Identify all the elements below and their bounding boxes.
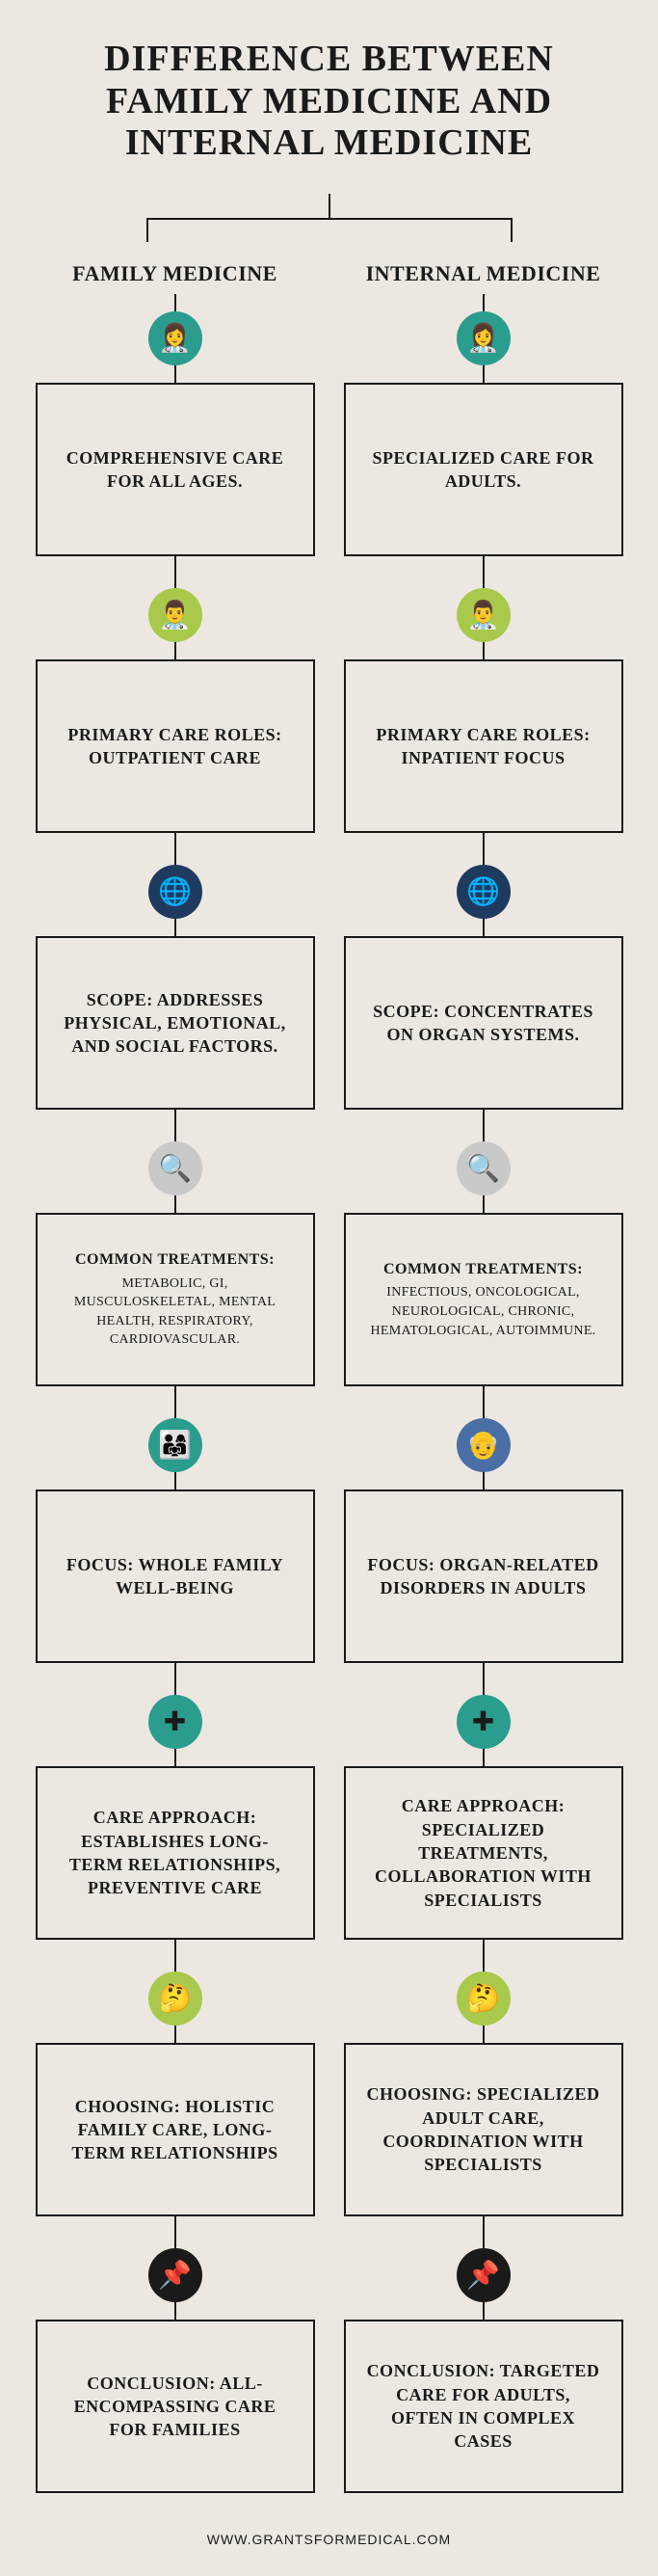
comparison-box: CHOOSING: SPECIALIZED ADULT CARE, COORDI… xyxy=(344,2043,623,2216)
row-icon: 📌 xyxy=(457,2248,511,2302)
connector xyxy=(174,1747,176,1766)
comparison-box: PRIMARY CARE ROLES: OUTPATIENT CARE xyxy=(36,659,315,833)
comparison-box: COMPREHENSIVE CARE FOR ALL AGES. xyxy=(36,383,315,556)
connector xyxy=(483,1110,485,1143)
box-label: CHOOSING: SPECIALIZED ADULT CARE, COORDI… xyxy=(363,2082,604,2176)
box-label: SPECIALIZED CARE FOR ADULTS. xyxy=(363,446,604,494)
connector xyxy=(483,2300,485,2320)
box-label: CONCLUSION: ALL-ENCOMPASSING CARE FOR FA… xyxy=(55,2372,296,2442)
connector xyxy=(483,363,485,383)
connector xyxy=(174,2216,176,2250)
comparison-box: SCOPE: ADDRESSES PHYSICAL, EMOTIONAL, AN… xyxy=(36,936,315,1110)
box-label: FOCUS: ORGAN-RELATED DISORDERS IN ADULTS xyxy=(363,1553,604,1600)
box-label: CONCLUSION: TARGETED CARE FOR ADULTS, OF… xyxy=(363,2359,604,2453)
connector xyxy=(174,917,176,936)
comparison-columns: FAMILY MEDICINE 👩‍⚕️ COMPREHENSIVE CARE F… xyxy=(29,261,629,2493)
column-internal-medicine: INTERNAL MEDICINE 👩‍⚕️ SPECIALIZED CARE F… xyxy=(344,261,623,2493)
comparison-box: FOCUS: WHOLE FAMILY WELL-BEING xyxy=(36,1489,315,1663)
row-icon: 🔍 xyxy=(148,1141,202,1195)
box-label: CARE APPROACH: ESTABLISHES LONG-TERM REL… xyxy=(55,1806,296,1899)
comparison-box: COMMON TREATMENTS: METABOLIC, GI, MUSCULO… xyxy=(36,1213,315,1386)
connector xyxy=(483,294,485,313)
comparison-box: FOCUS: ORGAN-RELATED DISORDERS IN ADULTS xyxy=(344,1489,623,1663)
row-icon: 🌐 xyxy=(457,865,511,919)
connector xyxy=(483,640,485,659)
comparison-box: COMMON TREATMENTS: INFECTIOUS, ONCOLOGICA… xyxy=(344,1213,623,1386)
connector xyxy=(483,1470,485,1489)
row-icon: 👩‍⚕️ xyxy=(148,311,202,365)
row-icon: ✚ xyxy=(457,1695,511,1749)
box-detail: METABOLIC, GI, MUSCULOSKELETAL, MENTAL H… xyxy=(55,1275,296,1350)
connector xyxy=(174,640,176,659)
column-header-left: FAMILY MEDICINE xyxy=(72,261,277,286)
box-label: CARE APPROACH: SPECIALIZED TREATMENTS, C… xyxy=(363,1794,604,1911)
connector xyxy=(483,556,485,590)
connector xyxy=(174,1386,176,1420)
connector xyxy=(174,2024,176,2043)
box-label: COMMON TREATMENTS: xyxy=(75,1249,275,1271)
row-icon: 👨‍👩‍👧 xyxy=(148,1418,202,1472)
column-header-right: INTERNAL MEDICINE xyxy=(366,261,601,286)
footer-url: WWW.GRANTSFORMEDICAL.COM xyxy=(29,2532,629,2547)
row-icon: 🔍 xyxy=(457,1141,511,1195)
connector xyxy=(483,1663,485,1697)
row-icon: 👨‍⚕️ xyxy=(457,588,511,642)
row-icon: 🤔 xyxy=(457,1972,511,2026)
row-icon: 📌 xyxy=(148,2248,202,2302)
connector xyxy=(483,1940,485,1973)
connector xyxy=(174,363,176,383)
box-label: PRIMARY CARE ROLES: INPATIENT FOCUS xyxy=(363,723,604,770)
row-icon: 👨‍⚕️ xyxy=(148,588,202,642)
connector xyxy=(483,1386,485,1420)
connector xyxy=(483,2216,485,2250)
connector xyxy=(483,917,485,936)
box-label: FOCUS: WHOLE FAMILY WELL-BEING xyxy=(55,1553,296,1600)
comparison-box: SPECIALIZED CARE FOR ADULTS. xyxy=(344,383,623,556)
connector xyxy=(174,294,176,313)
box-label: SCOPE: CONCENTRATES ON ORGAN SYSTEMS. xyxy=(363,1000,604,1047)
comparison-box: CHOOSING: HOLISTIC FAMILY CARE, LONG-TER… xyxy=(36,2043,315,2216)
box-label: COMPREHENSIVE CARE FOR ALL AGES. xyxy=(55,446,296,494)
connector xyxy=(174,2300,176,2320)
box-label: SCOPE: ADDRESSES PHYSICAL, EMOTIONAL, AN… xyxy=(55,988,296,1059)
box-label: CHOOSING: HOLISTIC FAMILY CARE, LONG-TER… xyxy=(55,2095,296,2165)
box-label: COMMON TREATMENTS: xyxy=(383,1259,583,1280)
connector xyxy=(174,1194,176,1213)
connector xyxy=(483,1194,485,1213)
main-title: DIFFERENCE BETWEEN FAMILY MEDICINE AND I… xyxy=(29,39,629,165)
comparison-box: CARE APPROACH: SPECIALIZED TREATMENTS, C… xyxy=(344,1766,623,1940)
connector xyxy=(174,1470,176,1489)
comparison-box: CONCLUSION: TARGETED CARE FOR ADULTS, OF… xyxy=(344,2320,623,2493)
row-icon: 👴 xyxy=(457,1418,511,1472)
connector xyxy=(483,1747,485,1766)
bracket-connector xyxy=(79,194,580,252)
connector xyxy=(174,556,176,590)
connector xyxy=(483,833,485,867)
row-icon: 👩‍⚕️ xyxy=(457,311,511,365)
column-family-medicine: FAMILY MEDICINE 👩‍⚕️ COMPREHENSIVE CARE F… xyxy=(36,261,315,2493)
box-label: PRIMARY CARE ROLES: OUTPATIENT CARE xyxy=(55,723,296,770)
row-icon: ✚ xyxy=(148,1695,202,1749)
connector xyxy=(174,833,176,867)
box-detail: INFECTIOUS, ONCOLOGICAL, NEUROLOGICAL, C… xyxy=(363,1283,604,1340)
connector xyxy=(174,1663,176,1697)
connector xyxy=(174,1940,176,1973)
row-icon: 🌐 xyxy=(148,865,202,919)
comparison-box: CONCLUSION: ALL-ENCOMPASSING CARE FOR FA… xyxy=(36,2320,315,2493)
connector xyxy=(483,2024,485,2043)
comparison-box: CARE APPROACH: ESTABLISHES LONG-TERM REL… xyxy=(36,1766,315,1940)
connector xyxy=(174,1110,176,1143)
comparison-box: SCOPE: CONCENTRATES ON ORGAN SYSTEMS. xyxy=(344,936,623,1110)
comparison-box: PRIMARY CARE ROLES: INPATIENT FOCUS xyxy=(344,659,623,833)
row-icon: 🤔 xyxy=(148,1972,202,2026)
